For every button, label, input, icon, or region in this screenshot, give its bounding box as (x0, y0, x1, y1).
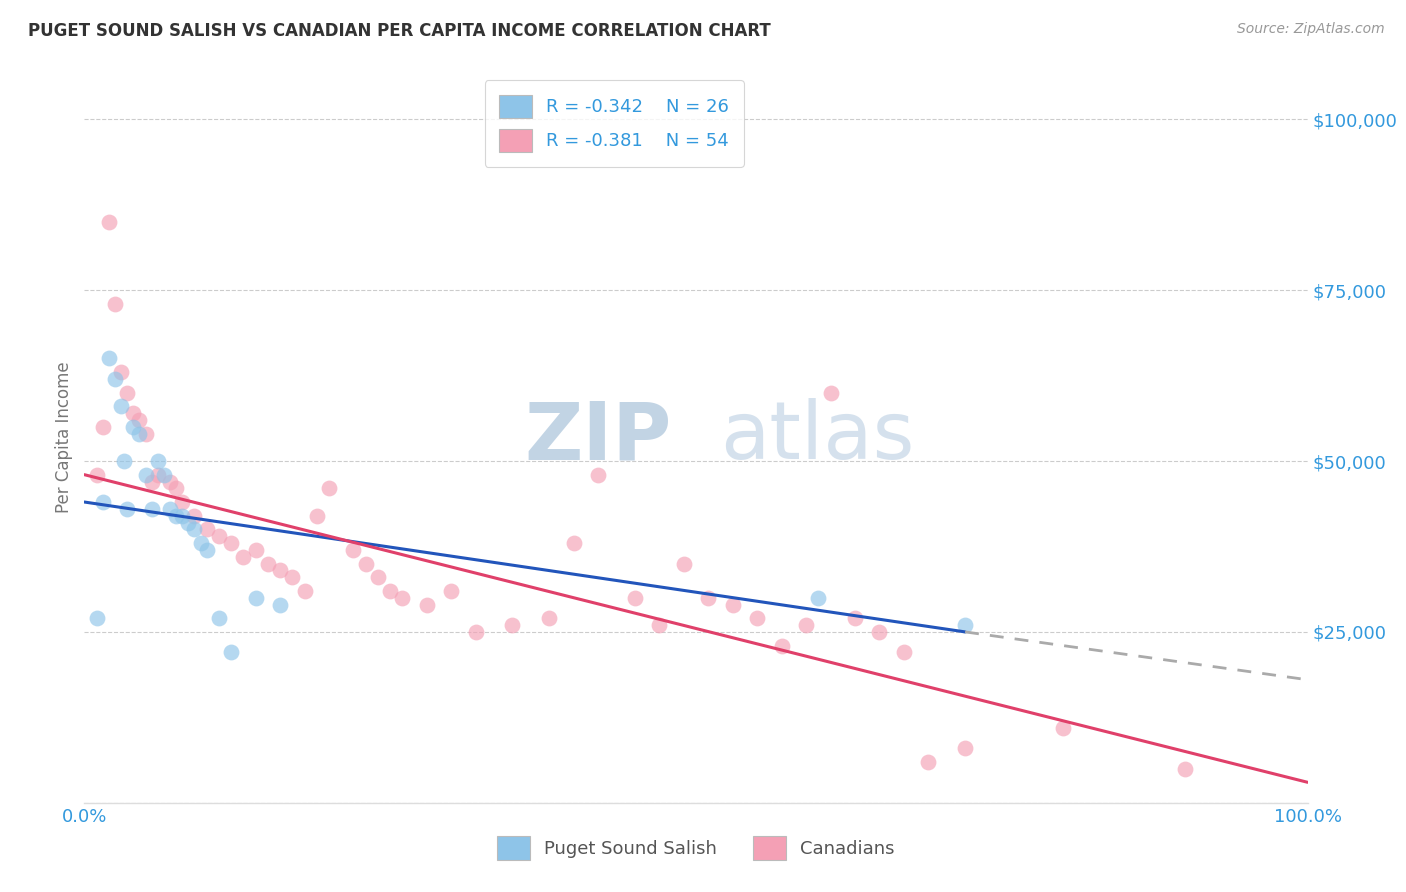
Point (159, 501, 181, 516)
Point (502, 618, 524, 632)
Point (367, 570, 389, 584)
Point (195, 542, 218, 557)
Point (91, 495, 114, 509)
Point (159, 475, 181, 489)
Point (869, 624, 891, 639)
Point (953, 618, 976, 632)
Point (464, 624, 486, 639)
Point (318, 481, 340, 495)
Point (294, 583, 316, 598)
Point (391, 591, 413, 605)
Point (110, 365, 132, 379)
Point (183, 508, 205, 523)
Point (110, 400, 132, 414)
Point (86, 467, 108, 482)
Point (135, 426, 157, 441)
Point (562, 536, 585, 550)
Point (586, 467, 609, 482)
Point (770, 639, 793, 653)
Point (1052, 721, 1074, 735)
Point (721, 598, 744, 612)
Point (245, 542, 267, 557)
Point (146, 467, 169, 482)
Point (172, 495, 194, 509)
Point (112, 454, 135, 468)
Point (115, 501, 138, 516)
Point (97, 351, 120, 366)
Point (624, 591, 647, 605)
Point (844, 611, 866, 625)
Point (135, 467, 157, 482)
Point (794, 618, 817, 632)
Point (177, 516, 200, 530)
Point (165, 508, 187, 523)
Point (104, 372, 127, 386)
Point (128, 413, 150, 427)
Point (807, 591, 830, 605)
Point (697, 591, 720, 605)
Point (747, 611, 769, 625)
Point (380, 583, 402, 598)
Text: Source: ZipAtlas.com: Source: ZipAtlas.com (1237, 22, 1385, 37)
Text: ZIP: ZIP (524, 398, 672, 476)
Point (141, 475, 163, 489)
Point (104, 297, 127, 311)
Point (219, 645, 242, 659)
Y-axis label: Per Capita Income: Per Capita Income (55, 361, 73, 513)
Point (195, 522, 218, 536)
Point (97, 215, 120, 229)
Point (305, 508, 328, 523)
Point (269, 563, 291, 577)
Point (208, 611, 231, 625)
Point (91, 420, 114, 434)
Point (153, 467, 176, 482)
Point (820, 385, 842, 400)
Point (672, 557, 695, 571)
Text: PUGET SOUND SALISH VS CANADIAN PER CAPITA INCOME CORRELATION CHART: PUGET SOUND SALISH VS CANADIAN PER CAPIT… (28, 22, 770, 40)
Point (538, 611, 561, 625)
Point (416, 598, 439, 612)
Point (917, 755, 939, 769)
Point (440, 583, 463, 598)
Point (269, 598, 291, 612)
Point (115, 385, 138, 400)
Point (165, 481, 187, 495)
Point (172, 508, 194, 523)
Text: atlas: atlas (720, 398, 915, 476)
Point (128, 426, 150, 441)
Point (281, 570, 304, 584)
Point (648, 618, 671, 632)
Point (146, 454, 169, 468)
Point (141, 501, 163, 516)
Point (190, 536, 212, 550)
Point (354, 557, 377, 571)
Point (183, 522, 205, 536)
Point (1174, 762, 1197, 776)
Point (342, 542, 364, 557)
Point (893, 645, 915, 659)
Point (122, 420, 145, 434)
Point (122, 406, 145, 420)
Point (86, 611, 108, 625)
Point (232, 549, 254, 564)
Point (953, 741, 976, 756)
Point (219, 536, 242, 550)
Point (208, 529, 231, 543)
Legend: Puget Sound Salish, Canadians: Puget Sound Salish, Canadians (491, 830, 901, 867)
Point (245, 591, 267, 605)
Point (257, 557, 280, 571)
